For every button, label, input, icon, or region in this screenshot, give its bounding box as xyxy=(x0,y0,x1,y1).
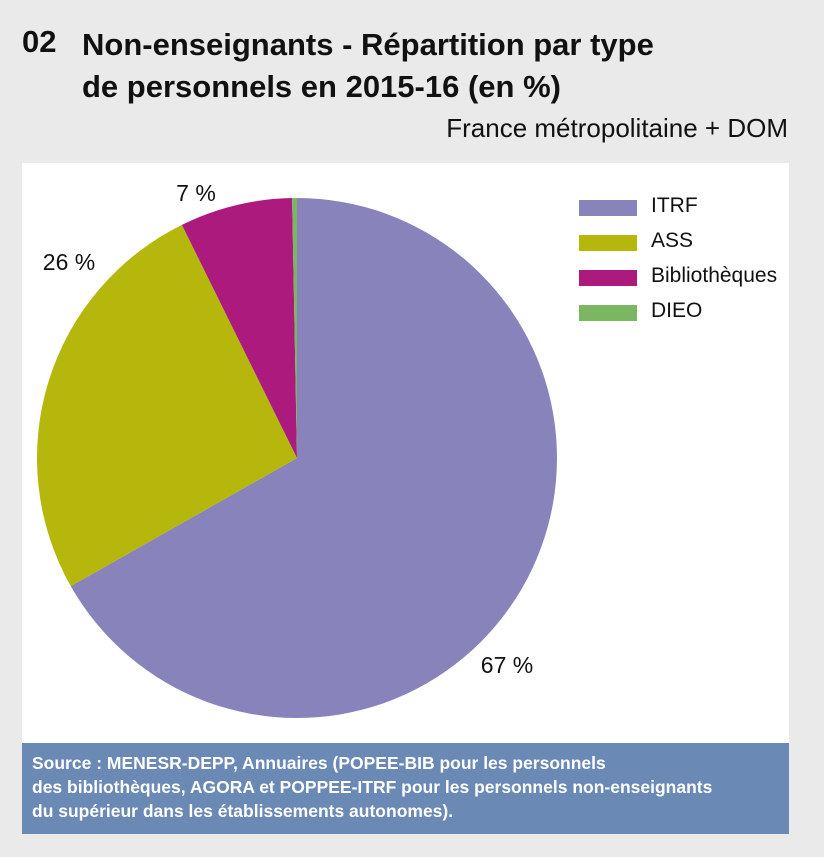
data-label-itrf: 67 % xyxy=(481,652,533,678)
chart-panel: 67 % 26 % 7 % ITRF ASS Bibliothèques DIEO xyxy=(22,163,789,743)
pie-chart: 67 % 26 % 7 % xyxy=(36,180,557,718)
legend-label-itrf: ITRF xyxy=(651,194,698,217)
chart-title-line-2: de personnels en 2015-16 (en %) xyxy=(82,69,561,104)
data-label-ass: 26 % xyxy=(43,249,95,275)
pie-slice-dieo xyxy=(292,198,297,458)
source-line-3: du supérieur dans les établissements aut… xyxy=(32,801,454,821)
source-note: Source : MENESR-DEPP, Annuaires (POPEE-B… xyxy=(22,743,789,834)
pie-slice-biblioth-ques xyxy=(181,198,297,458)
legend-label-ass: ASS xyxy=(651,229,694,252)
legend-swatch-dieo xyxy=(579,305,637,321)
chart-title: Non-enseignants - Répartition par type d… xyxy=(82,24,782,108)
legend-label-dieo: DIEO xyxy=(651,299,703,322)
legend-swatch-itrf xyxy=(579,200,637,216)
chart-subtitle: France métropolitaine + DOM xyxy=(446,113,788,143)
source-line-2: des bibliothèques, AGORA et POPPEE-ITRF … xyxy=(32,777,713,797)
legend-swatch-ass xyxy=(579,235,637,251)
chart-title-line-1: Non-enseignants - Répartition par type xyxy=(82,27,654,62)
source-line-1: Source : MENESR-DEPP, Annuaires (POPEE-B… xyxy=(32,753,606,773)
legend-label-biblioth-ques: Bibliothèques xyxy=(651,264,778,287)
data-label-biblioth-ques: 7 % xyxy=(176,180,216,206)
figure-number: 02 xyxy=(22,24,57,59)
pie-slice-itrf xyxy=(70,198,557,718)
pie-slice-ass xyxy=(36,224,298,587)
legend-swatch-biblioth-ques xyxy=(579,270,637,286)
